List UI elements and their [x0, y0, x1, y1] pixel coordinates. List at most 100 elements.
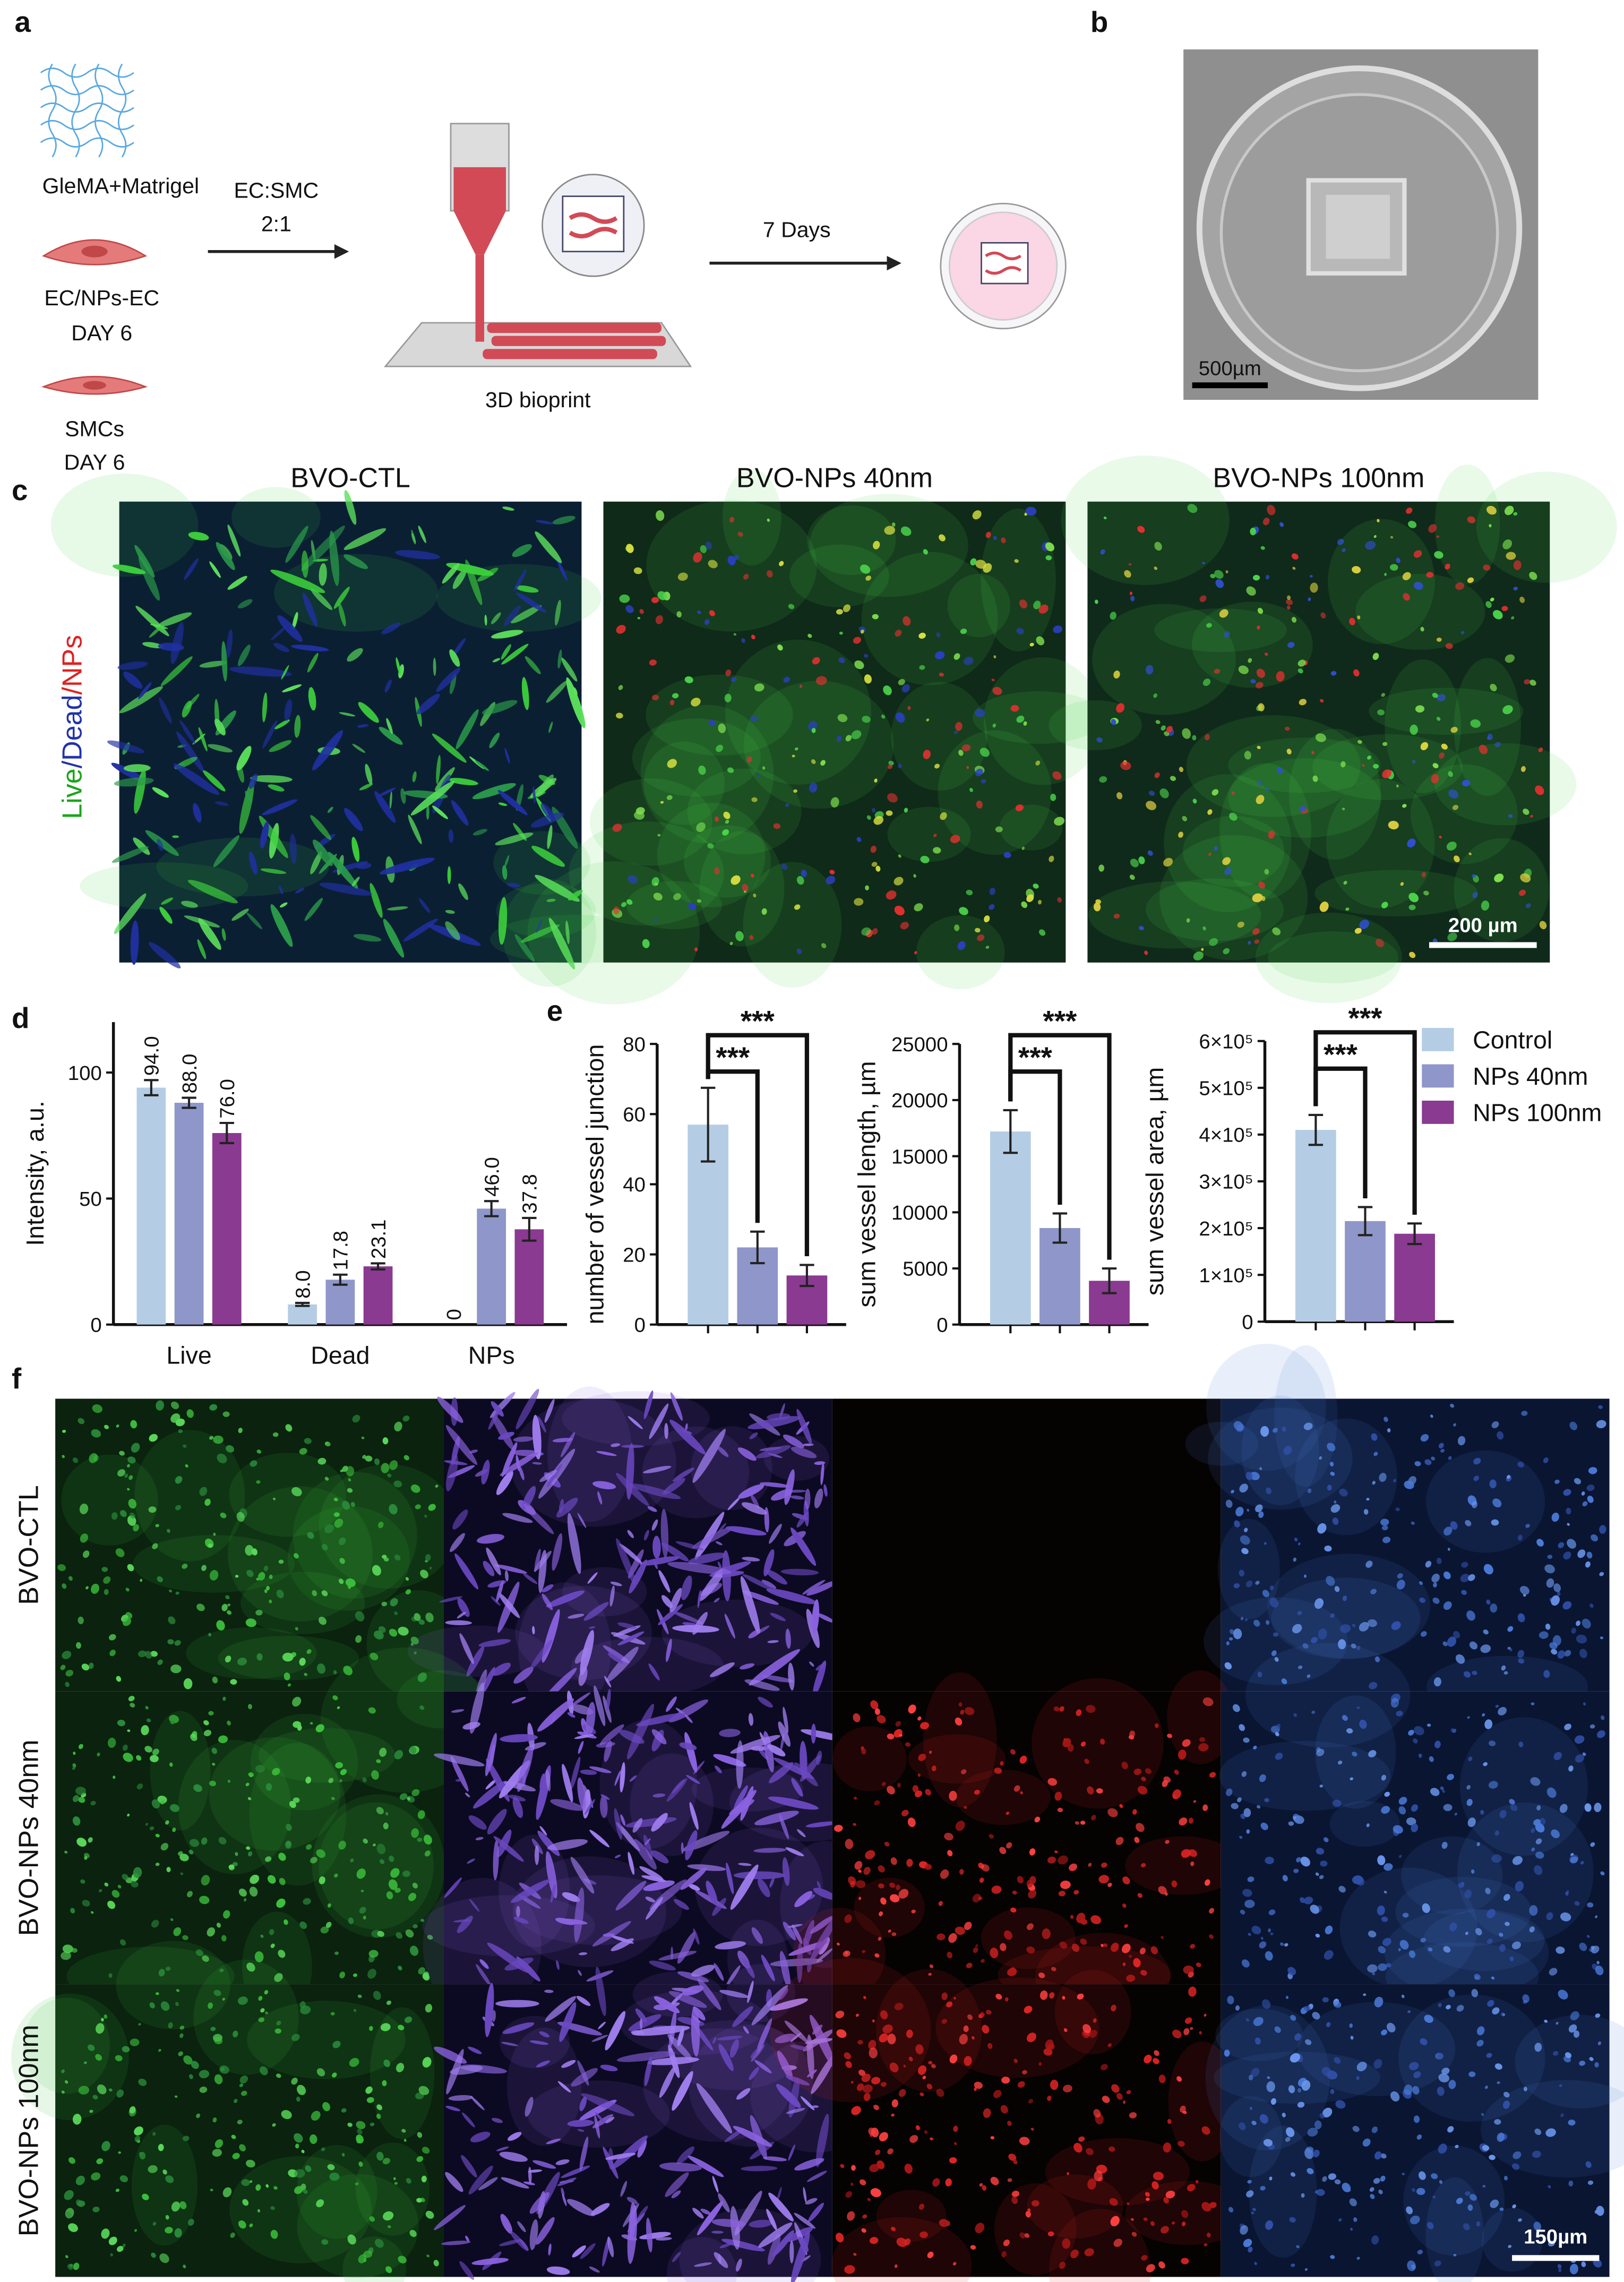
cell	[512, 544, 532, 557]
cell	[1490, 1603, 1498, 1613]
cell	[1286, 605, 1291, 610]
cell	[1536, 1539, 1544, 1547]
haze	[687, 768, 802, 855]
cell	[830, 797, 839, 808]
cell	[669, 700, 675, 706]
cell-nucleus	[83, 381, 106, 390]
haze	[1326, 778, 1435, 908]
cell	[667, 759, 677, 768]
cell	[1529, 1905, 1538, 1916]
haze	[356, 2142, 430, 2236]
cell	[1341, 761, 1346, 768]
cell	[344, 808, 363, 831]
cell	[1033, 600, 1041, 610]
cell	[458, 883, 468, 900]
stain-part: /NPs	[57, 635, 88, 695]
cell	[839, 631, 843, 635]
cell	[229, 666, 292, 677]
cell	[658, 1570, 671, 1593]
cell	[272, 1432, 279, 1437]
cell	[783, 1434, 804, 1448]
haze	[131, 2124, 197, 2246]
cell	[845, 735, 852, 742]
cell	[1502, 539, 1513, 550]
cell	[1327, 1443, 1336, 1452]
cell	[449, 649, 460, 667]
cell	[372, 1565, 381, 1576]
cell	[486, 1547, 501, 1575]
bar	[990, 1131, 1031, 1325]
cell	[699, 1566, 726, 1601]
cell	[913, 874, 916, 878]
cell	[1286, 749, 1292, 754]
cell	[370, 883, 383, 918]
cell	[958, 750, 964, 756]
cell	[411, 533, 416, 545]
cell	[414, 1613, 421, 1621]
cell	[704, 619, 710, 625]
haze	[1288, 728, 1381, 860]
cell	[1215, 579, 1224, 588]
cell	[426, 805, 429, 820]
cell	[1424, 1459, 1432, 1465]
cell	[717, 1561, 722, 1569]
haze	[134, 1430, 245, 1562]
y-tick-label: 15000	[891, 1145, 948, 1168]
cell	[820, 1462, 824, 1486]
cell	[1095, 899, 1102, 904]
cell	[619, 1543, 642, 1564]
cell	[1365, 541, 1376, 550]
cell	[1513, 512, 1518, 516]
cell	[358, 702, 379, 723]
cell	[1293, 1557, 1297, 1562]
nozzle-tip	[475, 254, 484, 342]
cell	[609, 1585, 615, 1607]
cell	[448, 778, 478, 786]
cell	[133, 837, 150, 855]
haze	[51, 474, 199, 577]
cell	[705, 542, 712, 550]
cell	[384, 679, 392, 693]
cell	[328, 852, 358, 889]
cell	[57, 1564, 66, 1571]
cell	[302, 592, 318, 627]
cell	[1219, 609, 1228, 618]
decoration	[40, 119, 134, 131]
cell	[1129, 874, 1135, 880]
cell	[1231, 1490, 1234, 1494]
cell	[936, 632, 941, 638]
cell	[1520, 766, 1526, 772]
cell	[536, 919, 543, 933]
cell	[535, 874, 580, 902]
cell	[617, 1622, 637, 1629]
cell	[1461, 1590, 1467, 1595]
cell	[1128, 563, 1132, 566]
cell	[1050, 793, 1056, 801]
cell	[417, 1672, 427, 1683]
cell	[1186, 918, 1190, 923]
cell	[815, 1612, 835, 1623]
cell	[209, 1569, 219, 1581]
cell	[1445, 643, 1453, 649]
cell	[168, 1616, 176, 1625]
cell	[652, 1535, 661, 1559]
cell	[649, 659, 657, 666]
cell	[1258, 1511, 1264, 1518]
cell	[472, 829, 487, 836]
cell	[1033, 883, 1039, 889]
cell	[472, 783, 516, 800]
cell	[872, 808, 876, 813]
cell	[742, 883, 749, 892]
cell	[829, 870, 835, 874]
haze	[1164, 774, 1292, 913]
cell	[863, 654, 869, 658]
cell	[727, 767, 734, 773]
stain-part: /Dead	[57, 694, 88, 768]
cell	[418, 525, 426, 543]
y-tick-label: 6×10⁵	[1199, 1030, 1253, 1053]
cell	[1468, 852, 1472, 855]
cell	[1146, 801, 1156, 810]
cell	[1413, 581, 1423, 590]
cell	[657, 834, 661, 837]
cell	[724, 1614, 735, 1639]
